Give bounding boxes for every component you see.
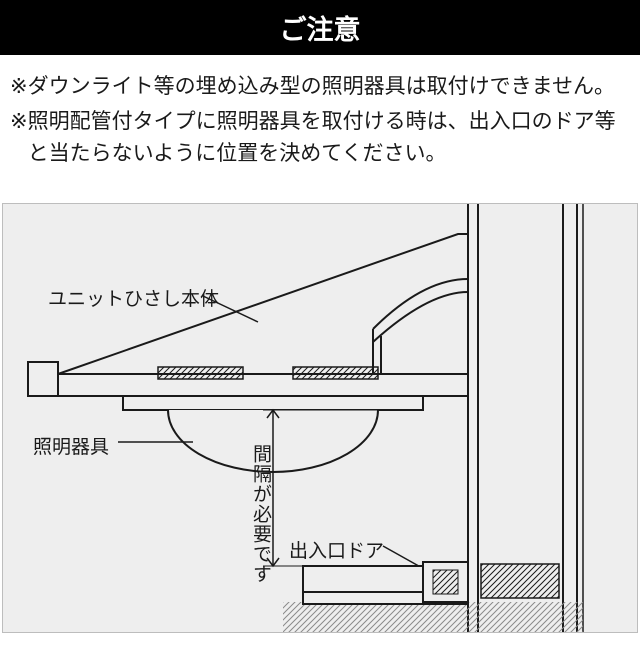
bullet-text: 照明配管付タイプに照明器具を取付ける時は、出入口のドア等と当たらないように位置を…: [28, 106, 630, 171]
bullet-row: ※ ダウンライト等の埋め込み型の照明器具は取付けできません。: [10, 71, 630, 104]
bullet-mark: ※: [10, 71, 28, 104]
notice-bullets: ※ ダウンライト等の埋め込み型の照明器具は取付けできません。 ※ 照明配管付タイ…: [0, 55, 640, 171]
header-bar: ご注意: [0, 0, 640, 55]
installation-diagram: ユニットひさし本体 照明器具 間隔が必要です 出入口ドア: [2, 203, 638, 633]
diagram-svg: [3, 204, 637, 632]
bullet-mark: ※: [10, 106, 28, 139]
label-entrance-door: 出入口ドア: [289, 536, 384, 563]
label-light-fixture: 照明器具: [33, 432, 109, 459]
bullet-text: ダウンライト等の埋め込み型の照明器具は取付けできません。: [28, 71, 630, 104]
bullet-row: ※ 照明配管付タイプに照明器具を取付ける時は、出入口のドア等と当たらないように位…: [10, 106, 630, 171]
label-gap-needed: 間隔が必要です: [247, 444, 274, 584]
label-eave-body: ユニットひさし本体: [48, 284, 219, 311]
